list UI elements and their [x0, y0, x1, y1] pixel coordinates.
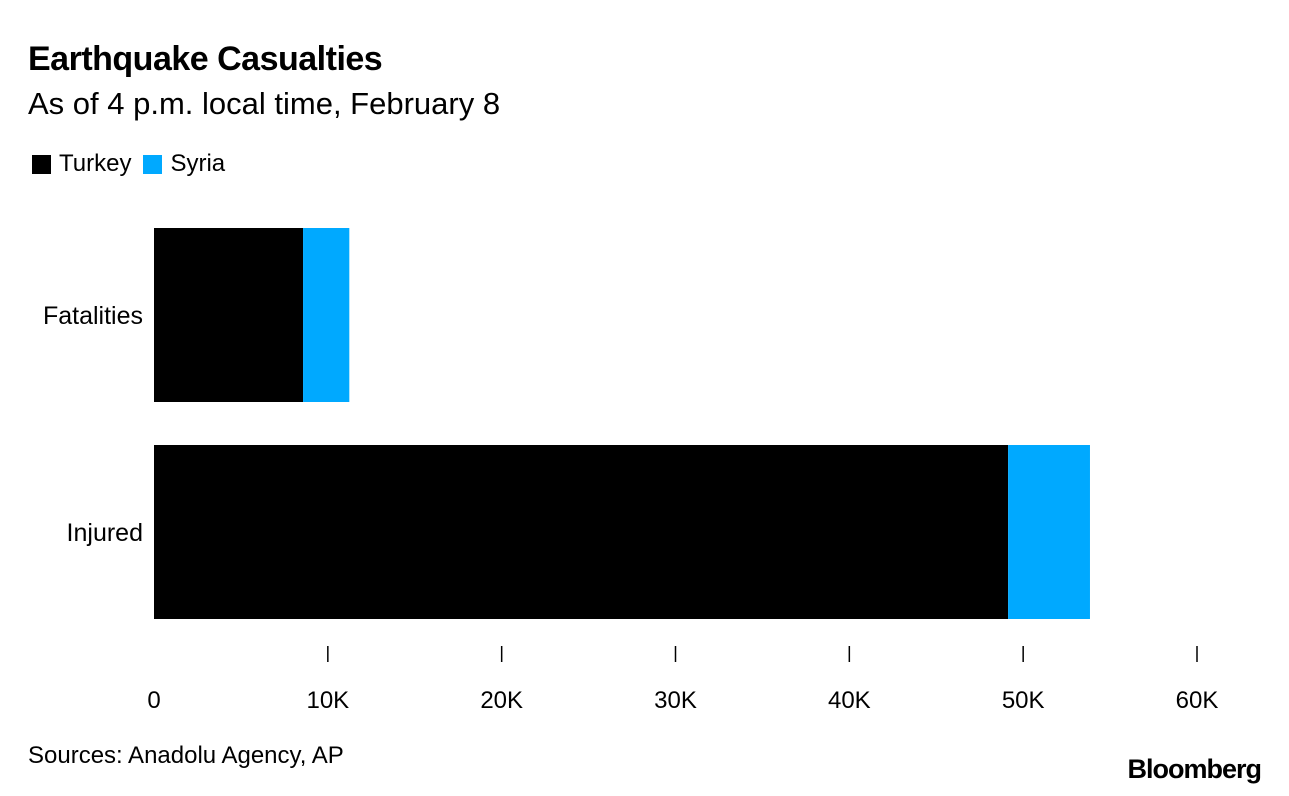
- legend-label-syria: Syria: [170, 150, 226, 177]
- bloomberg-logo: Bloomberg: [1127, 754, 1262, 784]
- category-label-fatalities: Fatalities: [43, 302, 143, 330]
- legend-swatch-turkey: [32, 154, 51, 174]
- legend-label-turkey: Turkey: [59, 150, 132, 177]
- x-tick-label-10k: 10K: [306, 687, 349, 714]
- x-tick-label-50k: 50K: [1002, 687, 1045, 714]
- bar-fatalities-syria: [303, 228, 350, 402]
- bar-injured-syria: [1008, 445, 1090, 619]
- legend-item-turkey: Turkey: [32, 150, 131, 178]
- bar-fatalities-turkey: [154, 228, 304, 402]
- legend-swatch-syria: [143, 154, 163, 174]
- legend-item-syria: Syria: [143, 150, 225, 178]
- x-tick-label-40k: 40K: [828, 687, 871, 714]
- x-tick-label-30k: 30K: [654, 687, 697, 714]
- x-tick-label-60k: 60K: [1176, 687, 1219, 714]
- bar-injured-turkey: [154, 445, 1009, 619]
- category-label-injured: Injured: [67, 519, 143, 547]
- chart-title: Earthquake Casualties: [28, 40, 383, 78]
- legend: Turkey Syria: [32, 150, 237, 178]
- source-note: Sources: Anadolu Agency, AP: [28, 742, 344, 769]
- x-tick-label-0: 0: [147, 687, 160, 714]
- chart-subtitle: As of 4 p.m. local time, February 8: [28, 86, 501, 121]
- x-tick-label-20k: 20K: [480, 687, 523, 714]
